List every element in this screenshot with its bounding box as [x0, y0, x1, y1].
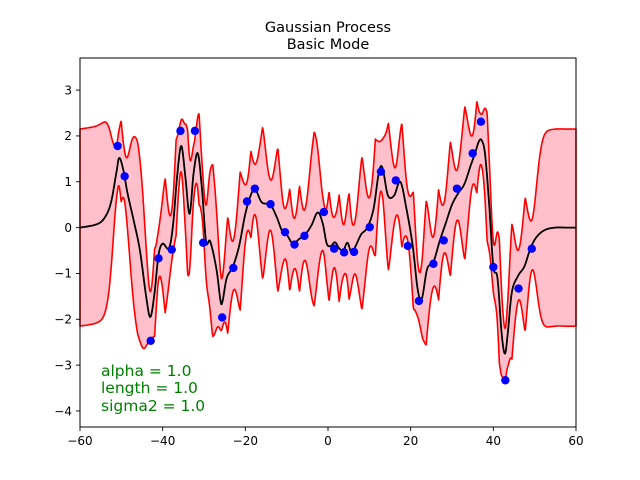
- data-point: [120, 172, 129, 181]
- y-tick-label: −4: [54, 404, 72, 418]
- annotation-alpha: alpha = 1.0: [101, 362, 191, 380]
- y-tick-label: 0: [64, 221, 72, 235]
- x-tick-label: −40: [150, 434, 175, 448]
- data-point: [439, 236, 448, 245]
- observation-points: [113, 117, 536, 385]
- data-point: [339, 248, 349, 257]
- y-tick-label: 2: [64, 129, 72, 143]
- data-point: [146, 336, 155, 346]
- data-point: [391, 176, 400, 185]
- x-tick-label: 0: [324, 434, 332, 448]
- data-point: [198, 238, 208, 247]
- plot-area: [79, 101, 577, 385]
- data-point: [365, 222, 374, 232]
- data-point: [376, 167, 386, 176]
- y-tick-label: 3: [64, 83, 72, 97]
- data-point: [154, 254, 163, 263]
- data-point: [489, 262, 498, 272]
- data-point: [242, 197, 252, 206]
- data-point: [280, 227, 290, 237]
- data-point: [300, 231, 309, 241]
- data-point: [176, 126, 185, 136]
- data-point: [229, 263, 238, 273]
- x-axis: −60 −40 −20 0 20 40 60: [67, 427, 584, 448]
- chart-title-line-1: Gaussian Process: [265, 20, 391, 36]
- data-point: [330, 244, 339, 253]
- data-point: [349, 247, 359, 257]
- x-tick-label: −20: [233, 434, 258, 448]
- y-tick-label: −2: [54, 313, 72, 327]
- y-tick-label: 1: [64, 175, 72, 189]
- data-point: [414, 296, 424, 306]
- data-point: [190, 126, 200, 136]
- data-point: [113, 141, 122, 151]
- x-tick-label: 20: [403, 434, 418, 448]
- data-point: [429, 259, 438, 269]
- data-point: [319, 207, 329, 217]
- data-point: [514, 284, 523, 293]
- chart-title-line-2: Basic Mode: [287, 37, 370, 53]
- x-tick-label: 60: [568, 434, 583, 448]
- annotation-sigma2: sigma2 = 1.0: [101, 397, 205, 415]
- y-tick-label: −3: [54, 358, 72, 372]
- data-point: [403, 241, 412, 251]
- data-point: [217, 313, 227, 322]
- x-tick-label: −60: [67, 434, 92, 448]
- data-point: [266, 200, 275, 209]
- data-point: [167, 245, 176, 254]
- data-point: [501, 376, 510, 385]
- y-axis: −4 −3 −2 −1 0 1 2 3: [54, 83, 80, 418]
- data-point: [468, 149, 477, 158]
- x-tick-label: 40: [486, 434, 501, 448]
- data-point: [476, 117, 486, 126]
- mean-curve: [79, 138, 577, 355]
- data-point: [250, 184, 260, 193]
- data-point: [527, 244, 536, 253]
- annotation-length: length = 1.0: [101, 379, 198, 397]
- data-point: [290, 240, 299, 249]
- y-tick-label: −1: [54, 267, 72, 281]
- data-point: [452, 184, 462, 193]
